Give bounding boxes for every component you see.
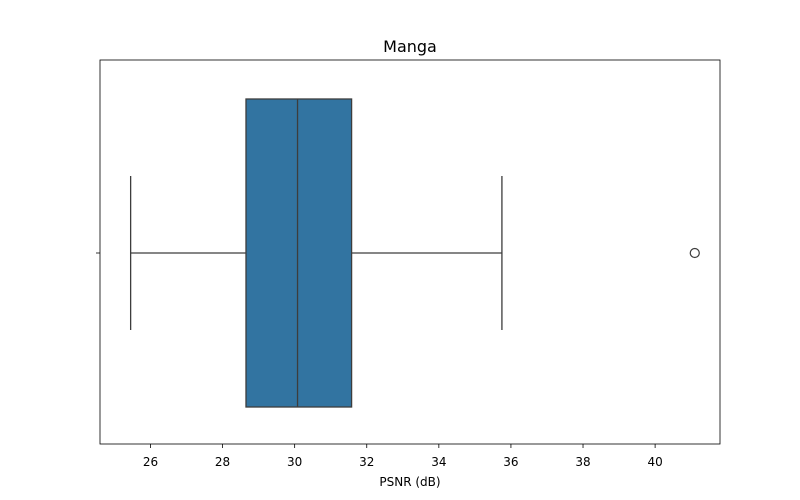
x-tick-label: 36 [503, 455, 518, 469]
x-tick-label: 34 [431, 455, 446, 469]
x-axis-ticks: 26 28 30 32 34 36 38 40 [143, 444, 663, 469]
box-group [129, 98, 503, 408]
x-tick-label: 30 [287, 455, 302, 469]
x-axis-label: PSNR (dB) [379, 475, 440, 489]
outlier-point [689, 247, 700, 259]
x-tick-label: 40 [647, 455, 662, 469]
x-tick-label: 32 [359, 455, 374, 469]
x-tick-label: 28 [215, 455, 230, 469]
outliers-group [689, 247, 700, 259]
x-tick-label: 38 [575, 455, 590, 469]
plot-area-frame [99, 59, 721, 445]
iqr-box [245, 98, 353, 408]
x-tick-label: 26 [143, 455, 158, 469]
chart-title: Manga [383, 37, 437, 56]
